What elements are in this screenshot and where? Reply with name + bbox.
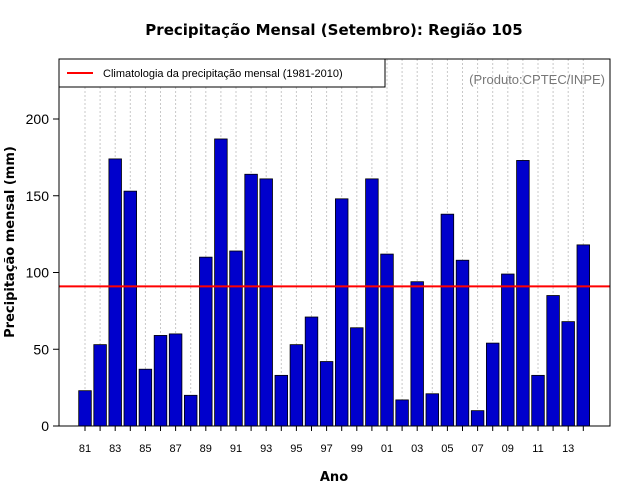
y-tick-label-200: 200 bbox=[26, 111, 50, 127]
x-tick-label-01: 01 bbox=[381, 443, 393, 455]
bar-87 bbox=[168, 333, 183, 427]
x-tick-label-91: 91 bbox=[230, 443, 242, 455]
bar-93 bbox=[259, 178, 273, 427]
y-axis-label: Precipitação mensal (mm) bbox=[3, 146, 18, 338]
bar-91 bbox=[229, 250, 243, 427]
bar-89 bbox=[199, 256, 213, 427]
bar-05 bbox=[440, 213, 455, 427]
bar-03 bbox=[410, 281, 424, 427]
y-tick-label-150: 150 bbox=[26, 188, 50, 204]
source-annotation: (Produto:CPTEC/INPE) bbox=[469, 72, 605, 87]
bar-14 bbox=[576, 244, 591, 427]
bar-84 bbox=[123, 190, 138, 427]
bar-96 bbox=[304, 316, 319, 427]
bar-81 bbox=[78, 390, 92, 427]
x-tick-label-97: 97 bbox=[320, 443, 332, 455]
bars bbox=[78, 138, 591, 427]
x-tick-label-81: 81 bbox=[79, 443, 91, 455]
bar-02 bbox=[395, 399, 409, 427]
x-tick-label-07: 07 bbox=[471, 443, 483, 455]
bar-99 bbox=[350, 327, 364, 427]
bar-95 bbox=[289, 344, 304, 427]
bar-07 bbox=[470, 410, 485, 427]
bar-04 bbox=[425, 393, 440, 427]
x-tick-label-09: 09 bbox=[502, 443, 514, 455]
y-tick-label-50: 50 bbox=[33, 341, 49, 357]
bar-92 bbox=[244, 173, 258, 427]
x-tick-label-13: 13 bbox=[562, 443, 574, 455]
bar-09 bbox=[501, 273, 515, 427]
bar-82 bbox=[93, 344, 107, 427]
x-tick-label-87: 87 bbox=[169, 443, 181, 455]
bar-08 bbox=[485, 342, 500, 427]
x-tick-label-95: 95 bbox=[290, 443, 302, 455]
bar-11 bbox=[531, 374, 545, 427]
bar-86 bbox=[153, 335, 168, 427]
bar-98 bbox=[334, 198, 349, 427]
chart-title: Precipitação Mensal (Setembro): Região 1… bbox=[145, 21, 522, 39]
bar-85 bbox=[138, 368, 153, 427]
bar-88 bbox=[183, 394, 198, 427]
bar-13 bbox=[561, 321, 575, 427]
y-tick-label-100: 100 bbox=[26, 265, 50, 281]
x-tick-label-99: 99 bbox=[351, 443, 363, 455]
bar-12 bbox=[546, 295, 560, 427]
bar-90 bbox=[214, 138, 228, 427]
x-axis: 81 83 85 87 89 91 93 95 97 99 01 03 05 07 09 11 13 bbox=[79, 426, 584, 455]
x-tick-label-93: 93 bbox=[260, 443, 272, 455]
legend-box bbox=[58, 58, 386, 88]
y-axis: 0 50 100 150 200 bbox=[26, 111, 59, 434]
x-tick-label-83: 83 bbox=[109, 443, 121, 455]
y-tick-label-0: 0 bbox=[41, 418, 49, 434]
x-tick-label-89: 89 bbox=[200, 443, 212, 455]
x-tick-label-03: 03 bbox=[411, 443, 423, 455]
x-tick-label-11: 11 bbox=[532, 443, 543, 455]
bar-01 bbox=[380, 253, 394, 427]
bar-83 bbox=[108, 158, 122, 427]
bar-10 bbox=[516, 160, 530, 427]
bar-94 bbox=[274, 374, 289, 427]
bar-97 bbox=[319, 361, 334, 427]
x-axis-label: Ano bbox=[320, 470, 348, 485]
legend-label: Climatologia da precipitação mensal (198… bbox=[103, 68, 343, 80]
x-tick-label-05: 05 bbox=[441, 443, 453, 455]
x-tick-label-85: 85 bbox=[139, 443, 151, 455]
bar-06 bbox=[455, 259, 470, 427]
legend: Climatologia da precipitação mensal (198… bbox=[58, 58, 386, 88]
bar-00 bbox=[365, 178, 379, 427]
